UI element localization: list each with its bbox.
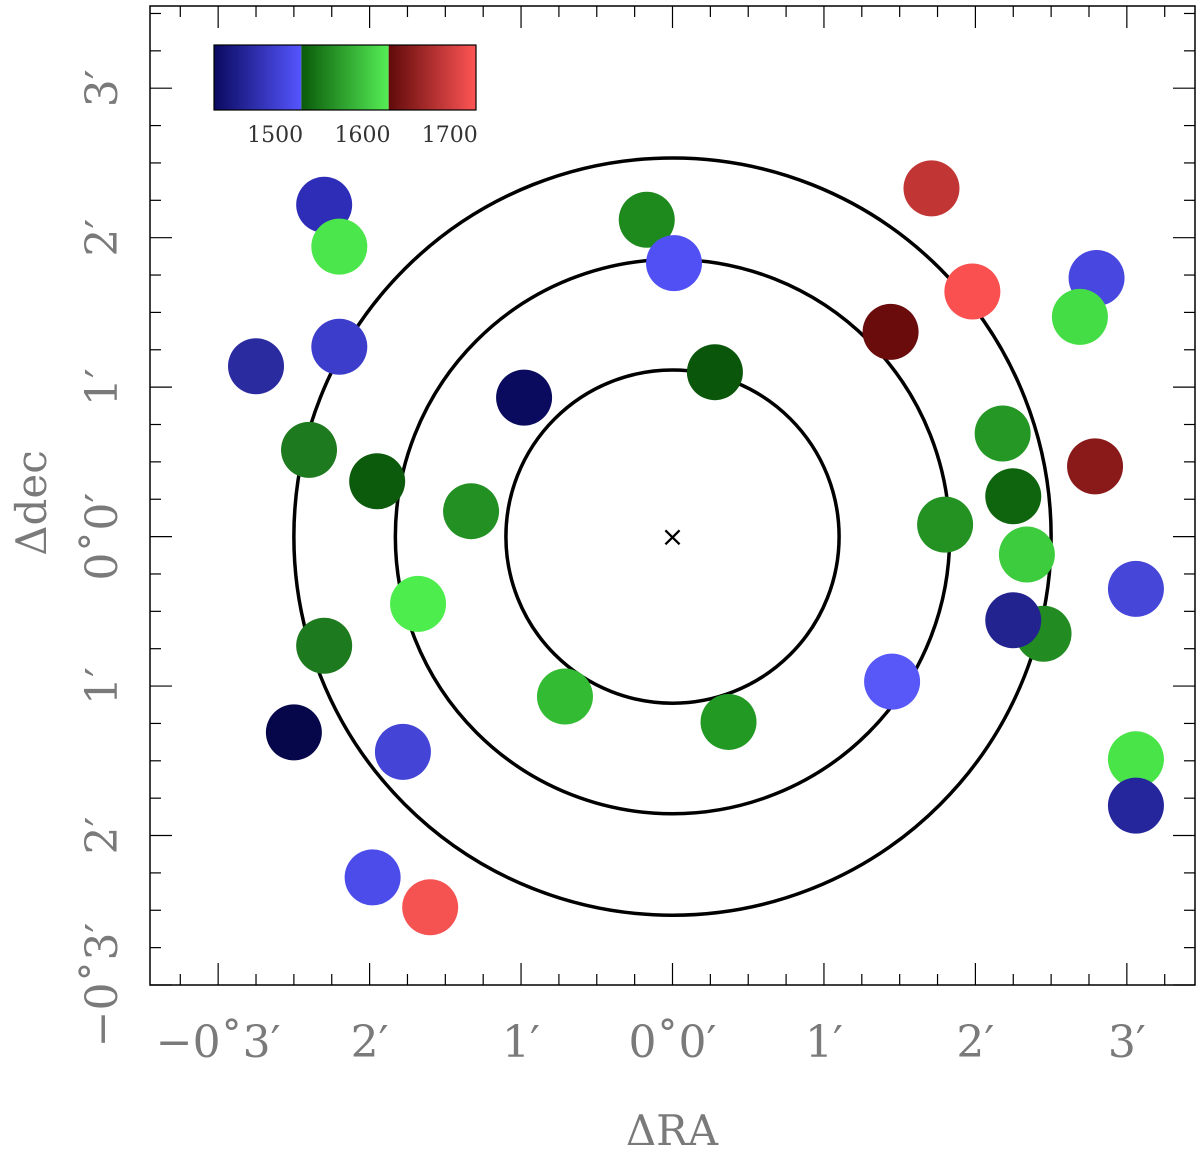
x-tick-label: 3′	[1108, 1017, 1146, 1068]
data-point	[903, 160, 960, 217]
data-point	[311, 218, 368, 275]
colorbar-tick-label: 1500	[247, 123, 303, 148]
y-tick-label: 1′	[77, 368, 128, 406]
data-point	[646, 235, 703, 292]
x-tick-label: −0˚3′	[156, 1017, 281, 1068]
colorbar-segment	[388, 45, 476, 110]
data-point	[496, 369, 553, 426]
colorbar-tick-label: 1600	[334, 123, 390, 148]
data-point	[228, 338, 285, 395]
data-point	[390, 575, 447, 632]
radius-circle-1	[504, 368, 841, 705]
y-tick-label: 2′	[77, 817, 128, 855]
x-tick-label: 1′	[502, 1017, 540, 1068]
data-point	[998, 526, 1055, 583]
data-point	[974, 405, 1031, 462]
x-axis-label: ΔRA	[626, 1106, 719, 1151]
y-tick-label: 0˚0′	[77, 493, 128, 581]
data-point	[344, 849, 401, 906]
data-point	[311, 318, 368, 375]
y-tick-label: 3′	[77, 69, 128, 107]
x-tick-label: 2′	[956, 1017, 994, 1068]
axis-ticks	[150, 6, 1195, 986]
center-marker-group: ×	[661, 520, 684, 553]
colorbar-tick-label: 1700	[422, 123, 478, 148]
data-point	[686, 344, 743, 401]
data-point	[864, 653, 921, 710]
data-point	[296, 617, 353, 674]
y-tick-labels: −0˚3′ 2′ 1′ 0˚0′ 1′ 2′ 3′	[77, 69, 128, 1047]
data-point	[349, 453, 406, 510]
data-point	[700, 693, 757, 750]
x-tick-label: 1′	[805, 1017, 843, 1068]
y-tick-label: 2′	[77, 219, 128, 257]
data-point	[1107, 560, 1164, 617]
data-point	[374, 723, 431, 780]
data-point	[536, 668, 593, 725]
y-tick-label: 1′	[77, 667, 128, 705]
radius-circle-3	[292, 156, 1053, 917]
x-tick-label: 0˚0′	[629, 1017, 717, 1068]
data-point	[402, 879, 459, 936]
data-point	[862, 303, 919, 360]
data-point	[443, 483, 500, 540]
colorbar-border	[213, 44, 477, 111]
data-point	[265, 704, 322, 761]
data-point	[1107, 731, 1164, 788]
data-point	[281, 421, 338, 478]
center-marker: ×	[661, 520, 684, 553]
data-point	[618, 191, 675, 248]
data-point	[917, 496, 974, 553]
data-point	[944, 263, 1001, 320]
data-point	[1107, 777, 1164, 834]
data-point	[985, 468, 1042, 525]
x-tick-labels: −0˚3′ 2′ 1′ 0˚0′ 1′ 2′ 3′	[156, 1017, 1146, 1068]
data-point	[1067, 438, 1124, 495]
y-tick-label: −0˚3′	[77, 923, 128, 1048]
colorbar-segment	[301, 45, 389, 110]
data-point	[1051, 288, 1108, 345]
data-points	[228, 160, 1164, 936]
data-point	[985, 592, 1042, 649]
colorbar-segment	[214, 45, 302, 110]
x-tick-label: 2′	[351, 1017, 389, 1068]
colorbar: 1500 1600 1700	[213, 44, 478, 148]
y-axis-label: Δdec	[7, 450, 56, 556]
